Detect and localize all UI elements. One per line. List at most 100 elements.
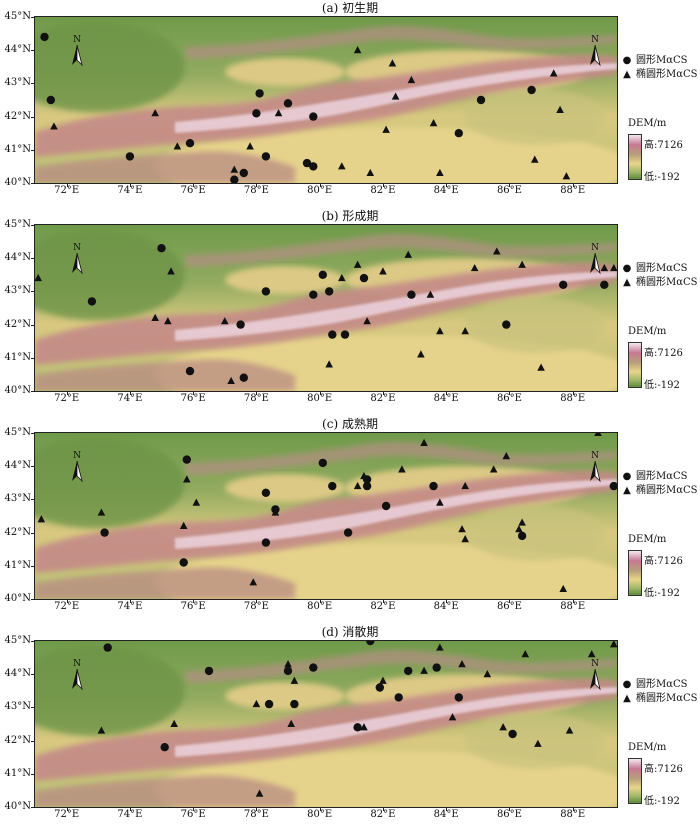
ellipse-mcs-marker	[252, 699, 261, 708]
map-panel: (a) 初生期 N N 45°N 44°N 43°N 42°N 41°N 40°N 72°E 74°…	[0, 0, 700, 208]
ellipse-mcs-marker	[556, 105, 564, 113]
ellipse-mcs-marker	[290, 676, 299, 684]
ellipse-mcs-marker	[600, 263, 609, 272]
y-tick-label: 41°N	[4, 559, 31, 571]
y-tick	[31, 599, 35, 600]
ellipse-mcs-marker	[35, 273, 42, 282]
north-arrow-icon: N	[588, 660, 602, 694]
y-tick	[31, 225, 35, 226]
y-tick	[31, 183, 35, 184]
circle-mcs-marker	[609, 481, 617, 491]
x-tick-label: 88°E	[560, 601, 586, 612]
north-label: N	[73, 243, 81, 253]
y-tick	[31, 641, 35, 642]
north-label: N	[591, 451, 599, 461]
circle-mcs-marker	[359, 273, 369, 283]
circle-mcs-marker	[160, 743, 169, 752]
ellipse-mcs-marker	[353, 46, 362, 54]
ellipse-mcs-marker	[493, 247, 501, 255]
x-tick	[319, 183, 321, 187]
x-tick	[572, 183, 574, 187]
marker-legend: ● 圆形MαCS ▲ 椭圆形MαCS	[622, 470, 698, 498]
legend-triangle-row: ▲ 椭圆形MαCS	[622, 68, 697, 82]
circle-mcs-marker	[375, 683, 384, 692]
circle-mcs-marker	[362, 481, 372, 491]
x-tick	[319, 391, 321, 395]
x-tick-label: 78°E	[243, 185, 269, 196]
legend-triangle-row: ▲ 椭圆形MαCS	[622, 484, 697, 498]
ellipse-mcs-marker	[230, 165, 239, 173]
circle-mcs-marker	[239, 168, 248, 178]
y-tick	[31, 258, 35, 260]
circle-mcs-marker	[236, 320, 245, 329]
x-tick-label: 72°E	[54, 393, 80, 404]
x-tick	[319, 599, 321, 603]
y-tick-label: 44°N	[4, 44, 31, 56]
x-tick-label: 82°E	[370, 185, 396, 196]
x-tick-label: 78°E	[243, 809, 269, 820]
circle-mcs-marker	[508, 729, 517, 739]
x-tick	[446, 599, 448, 603]
x-tick-label: 76°E	[180, 601, 206, 612]
x-tick-label: 84°E	[433, 393, 459, 404]
legend-circle-label: 圆形MαCS	[636, 263, 688, 274]
dem-high-label: 高:7126	[644, 556, 683, 567]
y-tick	[31, 674, 35, 676]
circle-mcs-marker	[454, 129, 463, 138]
ellipse-mcs-marker	[426, 290, 435, 298]
dem-title: DEM/m	[628, 742, 667, 753]
map-frame	[34, 224, 618, 392]
ellipse-mcs-marker	[420, 438, 428, 446]
circle-mcs-marker	[261, 287, 271, 296]
ellipse-mcs-marker	[192, 498, 201, 506]
ellipse-mcs-marker	[353, 481, 362, 490]
ellipse-mcs-marker	[499, 723, 507, 731]
y-tick-label: 41°N	[4, 143, 31, 155]
x-tick-label: 76°E	[180, 809, 206, 820]
circle-icon: ●	[622, 471, 632, 482]
x-tick	[256, 807, 258, 811]
north-arrow-icon: N	[70, 660, 84, 694]
dem-terrain	[35, 641, 617, 807]
x-tick-label: 86°E	[496, 185, 522, 196]
y-tick-label: 43°N	[4, 285, 31, 297]
circle-mcs-marker	[255, 89, 264, 98]
dem-map	[35, 225, 617, 391]
x-tick-label: 74°E	[117, 601, 143, 612]
x-tick	[193, 183, 195, 187]
x-tick	[129, 807, 131, 811]
x-tick-label: 82°E	[370, 601, 396, 612]
y-tick	[31, 83, 35, 85]
triangle-icon: ▲	[623, 277, 631, 288]
x-tick	[382, 807, 384, 811]
north-arrow-icon: N	[70, 452, 84, 486]
legend-circle-label: 圆形MαCS	[636, 471, 688, 482]
circle-mcs-marker	[318, 458, 327, 468]
circle-mcs-marker	[185, 139, 195, 148]
ellipse-mcs-marker	[610, 641, 617, 648]
legend-circle-row: ● 圆形MαCS	[622, 678, 698, 692]
y-tick	[31, 357, 35, 359]
y-tick-label: 40°N	[4, 385, 31, 396]
ellipse-mcs-marker	[170, 719, 178, 727]
map-panel: (c) 成熟期 N N 45°N 44°N 43°N 42°N 41°N 40°N 72°E 74°…	[0, 416, 700, 624]
y-tick-label: 44°N	[4, 460, 31, 472]
x-tick	[446, 183, 448, 187]
y-tick	[31, 324, 35, 326]
ellipse-mcs-marker	[502, 452, 511, 460]
ellipse-mcs-marker	[470, 263, 479, 272]
dem-colorbar	[628, 342, 642, 388]
x-tick	[509, 183, 511, 187]
dem-high-label: 高:7126	[644, 140, 683, 151]
ellipse-mcs-marker	[530, 155, 539, 163]
circle-mcs-marker	[394, 693, 403, 702]
ellipse-mcs-marker	[246, 142, 254, 150]
circle-mcs-marker	[309, 663, 318, 672]
x-tick-label: 74°E	[117, 185, 143, 196]
circle-mcs-marker	[283, 666, 293, 676]
x-tick	[446, 391, 448, 395]
dem-terrain	[35, 433, 617, 599]
ellipse-mcs-marker	[461, 481, 469, 490]
x-tick	[509, 391, 511, 395]
ellipse-mcs-marker	[382, 125, 390, 133]
